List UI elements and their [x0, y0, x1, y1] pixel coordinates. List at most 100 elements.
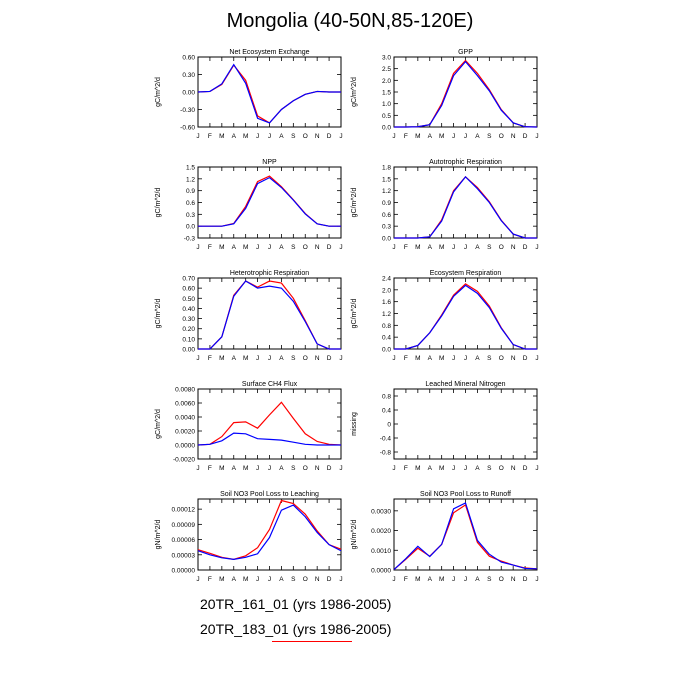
y-tick-label: 1.2 [186, 176, 195, 183]
x-tick-label: A [279, 576, 284, 583]
x-tick-label: M [415, 355, 420, 362]
x-tick-label: A [428, 244, 433, 251]
y-tick-label: 0.4 [382, 408, 391, 415]
x-tick-label: N [315, 355, 320, 362]
y-tick-label: 0.70 [182, 276, 195, 283]
x-tick-label: M [243, 133, 248, 140]
x-tick-label: J [464, 244, 467, 251]
x-tick-label: A [232, 355, 237, 362]
series-line-20TR_183_01 [393, 503, 538, 571]
x-tick-label: M [415, 576, 420, 583]
x-tick-label: O [303, 576, 308, 583]
plot-frame [197, 388, 342, 460]
legend-entry-1: 20TR_161_01 (yrs 1986-2005) [200, 596, 392, 612]
series-line-20TR_183_01 [197, 499, 342, 560]
y-tick-label: 0.00009 [172, 522, 196, 529]
x-tick-label: A [428, 465, 433, 472]
y-tick-label: 0.30 [182, 316, 195, 323]
y-axis-label: gC/m^2/d [155, 77, 162, 107]
y-tick-label: -0.60 [180, 125, 195, 132]
x-tick-label: M [219, 133, 224, 140]
x-tick-label: J [464, 576, 467, 583]
x-tick-label: M [243, 465, 248, 472]
panel-title: Soil NO3 Pool Loss to Leaching [220, 491, 319, 498]
x-tick-label: S [291, 133, 296, 140]
y-tick-label: 0.60 [182, 286, 195, 293]
y-tick-label: 0.9 [382, 200, 391, 207]
y-tick-label: 0.00003 [172, 552, 196, 559]
x-tick-label: J [339, 576, 342, 583]
x-tick-label: S [487, 355, 492, 362]
plot-frame [393, 388, 538, 460]
x-tick-label: N [315, 465, 320, 472]
plot-frame [393, 56, 538, 128]
y-tick-label: 0.0080 [175, 387, 195, 394]
panel-title: Surface CH4 Flux [242, 381, 298, 388]
x-tick-label: O [303, 244, 308, 251]
x-tick-label: S [487, 133, 492, 140]
y-tick-label: -0.4 [380, 436, 392, 443]
x-tick-label: M [439, 465, 444, 472]
series-line-20TR_183_01 [197, 401, 342, 446]
x-tick-label: J [535, 576, 538, 583]
x-tick-label: J [196, 244, 199, 251]
series-line-20TR_161_01 [393, 502, 538, 571]
series-line-20TR_161_01 [394, 284, 537, 350]
chart-panel-4: Autotrophic Respiration gC/m^2/d 0.0 0.3 0.6… [351, 159, 539, 251]
x-tick-label: J [452, 244, 455, 251]
x-tick-label: O [499, 244, 504, 251]
x-tick-label: S [487, 244, 492, 251]
y-axis-label: gC/m^2/d [351, 299, 358, 329]
y-tick-label: 0.00006 [172, 537, 196, 544]
x-tick-label: J [535, 133, 538, 140]
x-tick-label: J [256, 576, 259, 583]
series-line-20TR_183_01 [394, 176, 537, 239]
x-tick-label: A [428, 576, 433, 583]
x-tick-label: N [511, 133, 516, 140]
x-tick-label: N [315, 244, 320, 251]
y-tick-label: 0.3 [186, 212, 195, 219]
x-tick-label: A [232, 244, 237, 251]
y-tick-label: 0.0040 [175, 415, 195, 422]
y-axis-label: gC/m^2/d [351, 188, 358, 218]
y-tick-label: 1.5 [382, 176, 391, 183]
y-tick-label: 0.6 [186, 200, 195, 207]
y-axis-label: gN/m^2/d [155, 520, 162, 550]
x-tick-label: F [208, 355, 212, 362]
x-tick-label: A [279, 355, 284, 362]
y-tick-label: 0.40 [182, 306, 195, 313]
y-tick-label: 2.5 [382, 66, 391, 73]
x-tick-label: J [464, 465, 467, 472]
series-line-20TR_161_01 [197, 504, 342, 560]
series-line-20TR_161_01 [198, 280, 341, 350]
y-tick-label: -0.30 [180, 107, 195, 114]
x-tick-label: O [499, 465, 504, 472]
x-tick-label: J [535, 244, 538, 251]
x-tick-label: J [196, 465, 199, 472]
x-tick-label: O [303, 465, 308, 472]
plot-frame [393, 498, 538, 571]
y-tick-label: -0.0020 [173, 457, 195, 464]
x-tick-label: J [392, 465, 395, 472]
x-tick-label: J [339, 244, 342, 251]
chart-panel-6: Ecosystem Respiration gC/m^2/d 0.0 0.4 0.8 1.… [351, 270, 539, 362]
series-line-20TR_161_01 [197, 432, 341, 446]
panel-title: Soil NO3 Pool Loss to Runoff [420, 491, 511, 498]
y-tick-label: 1.0 [382, 101, 391, 108]
x-tick-label: M [243, 355, 248, 362]
x-tick-label: J [392, 133, 395, 140]
y-tick-label: 1.5 [186, 165, 195, 172]
y-tick-label: 2.0 [382, 78, 391, 85]
y-tick-label: 0.20 [182, 326, 195, 333]
y-axis-label: gN/m^2/d [351, 520, 358, 550]
y-axis-label: gC/m^2/d [155, 299, 162, 329]
x-tick-label: A [428, 133, 433, 140]
panel-title: Leached Mineral Nitrogen [425, 381, 505, 388]
x-tick-label: N [315, 576, 320, 583]
x-tick-label: J [196, 133, 199, 140]
x-tick-label: A [475, 244, 480, 251]
x-tick-label: A [475, 133, 480, 140]
x-tick-label: M [439, 576, 444, 583]
x-tick-label: M [439, 133, 444, 140]
